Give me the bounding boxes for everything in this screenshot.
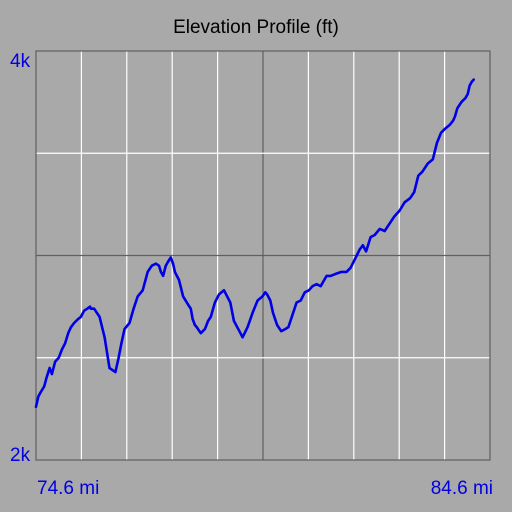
x-tick-label-start: 74.6 mi (37, 478, 100, 499)
elevation-line (34, 78, 476, 409)
chart-title: Elevation Profile (ft) (173, 17, 339, 38)
x-tick-label-end: 84.6 mi (430, 478, 493, 499)
y-tick-label-max: 4k (10, 51, 31, 72)
y-tick-label-min: 2k (10, 445, 31, 466)
plot-frame (35, 50, 491, 461)
